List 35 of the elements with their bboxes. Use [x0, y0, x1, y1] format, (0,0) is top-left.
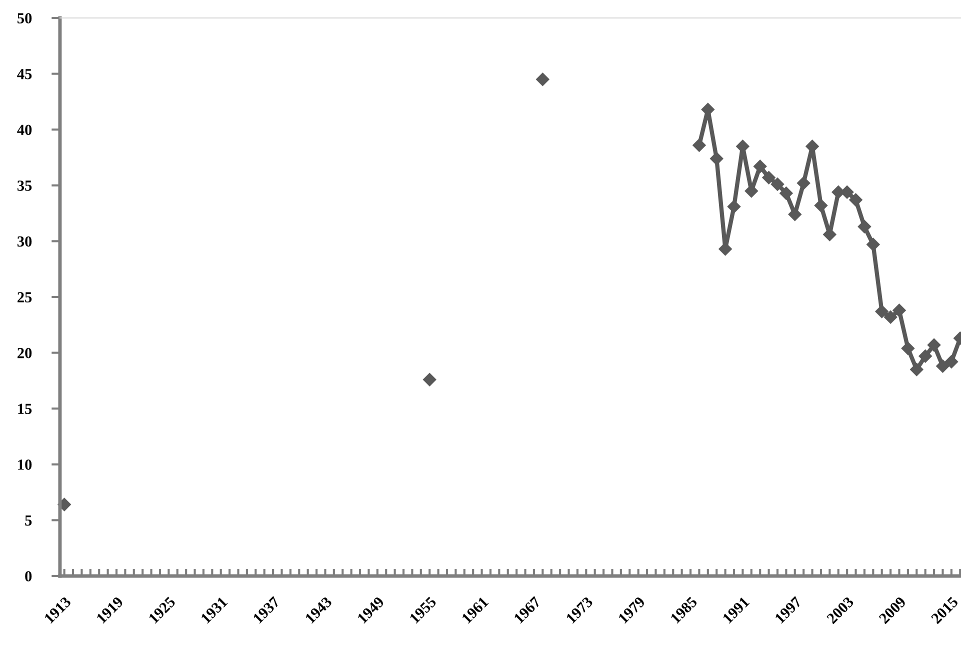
y-tick-label: 30 [17, 236, 32, 247]
point [710, 152, 724, 166]
point [692, 138, 706, 152]
y-tick-label: 15 [18, 404, 32, 414]
y-tick-label: 20 [18, 348, 32, 358]
y-tick-label: 40 [17, 124, 32, 136]
point [901, 342, 915, 355]
y-tick-label: 25 [18, 292, 32, 302]
point [770, 178, 784, 191]
point [858, 220, 872, 234]
point [796, 176, 810, 190]
y-tick-label: 35 [17, 180, 32, 191]
y-tick-label: 5 [25, 515, 32, 526]
point [944, 355, 958, 368]
point [814, 198, 828, 212]
point [884, 310, 898, 324]
point [910, 362, 924, 376]
point [762, 170, 776, 184]
point [892, 304, 906, 317]
point [423, 372, 436, 386]
point [754, 160, 767, 173]
point [875, 304, 888, 318]
point [927, 338, 941, 352]
point [849, 193, 862, 206]
y-tick-label: 0 [25, 571, 32, 582]
point [788, 208, 802, 221]
point [918, 350, 932, 363]
point [866, 238, 880, 252]
point [536, 72, 550, 86]
y-tick-label: 45 [17, 69, 32, 80]
y-tick-label: 50 [18, 13, 32, 24]
point [727, 200, 741, 214]
point [780, 186, 793, 200]
y-tick-label: 10 [18, 460, 32, 470]
point [936, 360, 950, 373]
